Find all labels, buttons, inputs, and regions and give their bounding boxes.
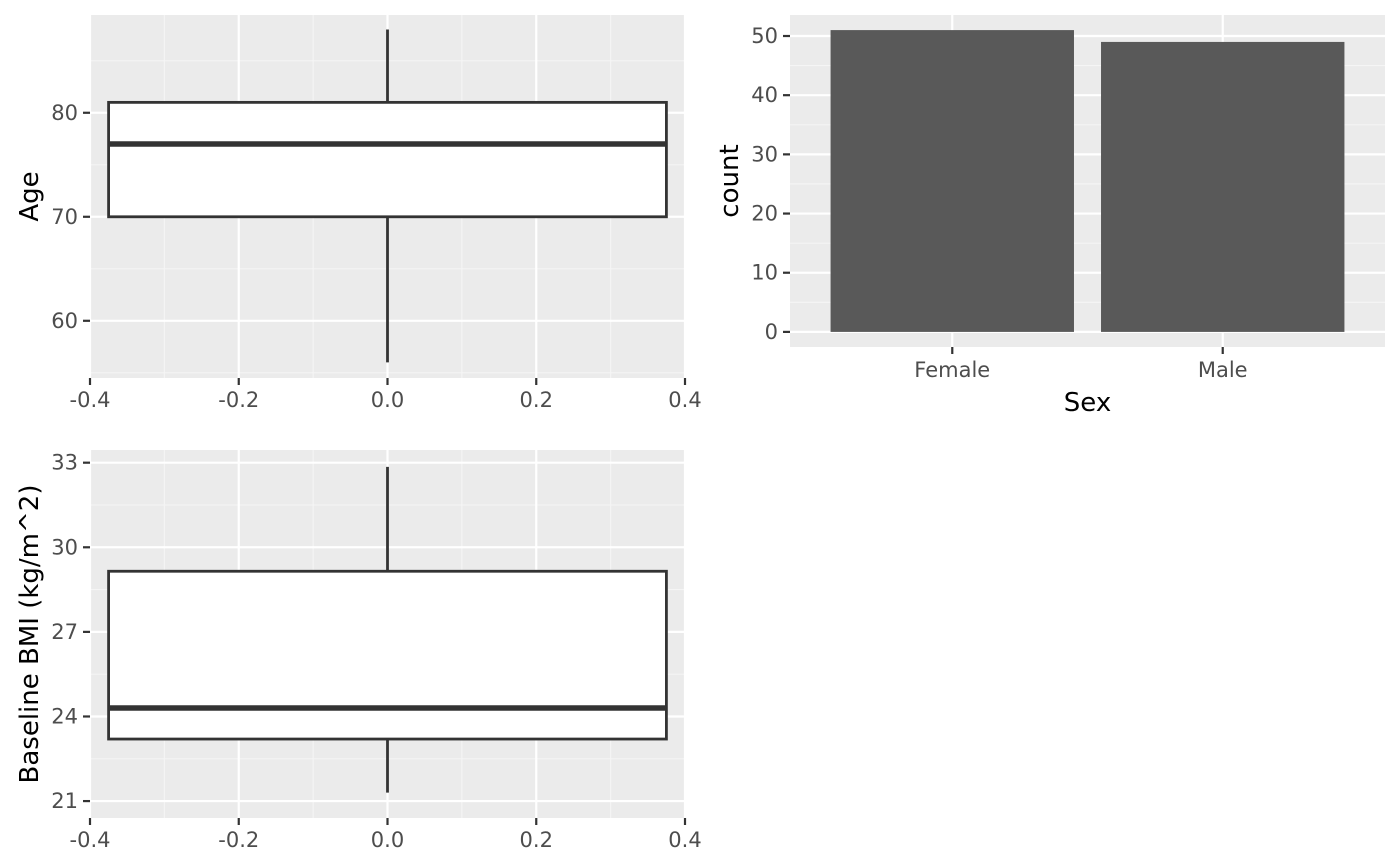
interquartile-box [107, 100, 668, 219]
bar-male [1101, 41, 1345, 332]
y-axis-title: Age [15, 171, 45, 221]
interquartile-box [107, 569, 668, 741]
y-tick-label: 30 [51, 535, 78, 559]
x-axis-title: Sex [1064, 388, 1111, 418]
x-tick-label: 0.2 [520, 828, 553, 852]
y-tick-label: 70 [51, 205, 78, 229]
x-tick-label: -0.2 [218, 828, 259, 852]
y-tick-label: 30 [751, 142, 778, 166]
y-tick-label: 33 [51, 451, 78, 475]
y-tick-label: 21 [51, 789, 78, 813]
y-tick-label: 40 [751, 83, 778, 107]
y-tick-label: 0 [765, 320, 778, 344]
x-tick-label: 0.0 [371, 828, 404, 852]
x-tick-label: 0.0 [371, 388, 404, 412]
y-tick-label: 24 [51, 704, 78, 728]
y-axis-title: Baseline BMI (kg/m^2) [15, 485, 45, 784]
y-tick-label: 80 [51, 101, 78, 125]
y-tick-label: 20 [751, 202, 778, 226]
sex-bar-chart-panel: Female Male 0 10 20 30 40 50 count Sex [715, 15, 1385, 418]
x-tick-label: -0.2 [218, 388, 259, 412]
y-axis-title: count [715, 144, 745, 217]
y-tick-label: 50 [751, 24, 778, 48]
bar-female [830, 30, 1074, 332]
x-tick-label: 0.4 [668, 828, 701, 852]
x-tick-label: -0.4 [70, 388, 111, 412]
x-tick-label: 0.2 [520, 388, 553, 412]
y-tick-label: 60 [51, 309, 78, 333]
x-tick-label: Female [914, 358, 990, 382]
age-boxplot-panel: -0.4 -0.2 0.0 0.2 0.4 60 70 80 Age [15, 15, 702, 412]
x-tick-label: Male [1198, 358, 1248, 382]
x-tick-label: 0.4 [668, 388, 701, 412]
x-tick-label: -0.4 [70, 828, 111, 852]
y-tick-label: 27 [51, 620, 78, 644]
y-tick-label: 10 [751, 261, 778, 285]
